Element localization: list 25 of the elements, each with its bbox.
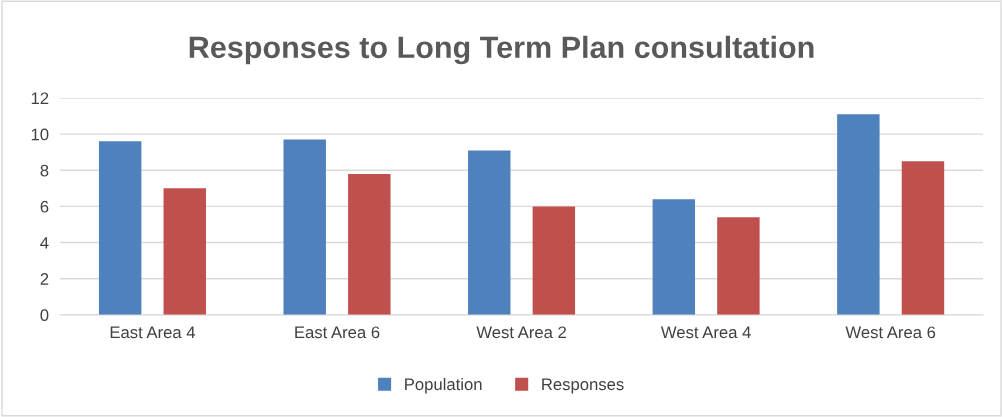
bar: [468, 150, 511, 315]
x-tick-label: West Area 2: [476, 326, 566, 339]
bar: [283, 139, 326, 315]
x-tick-label: East Area 6: [295, 326, 380, 339]
bar: [532, 206, 576, 315]
y-tick-label: 2: [40, 273, 49, 285]
legend-label: Population: [405, 377, 482, 394]
bar: [98, 141, 142, 315]
x-tick-label: West Area 6: [845, 326, 936, 339]
bar: [652, 199, 696, 315]
bar: [901, 161, 945, 315]
legend-label: Responses: [542, 378, 624, 394]
x-tick-label: East Area 4: [110, 326, 196, 339]
bar: [837, 114, 880, 315]
chart-title: Responses to Long Term Plan consultation: [189, 35, 814, 65]
y-tick-label: 0: [40, 309, 49, 322]
bar: [717, 217, 760, 315]
y-tick-label: 10: [31, 128, 49, 141]
y-tick-label: 12: [31, 92, 49, 105]
y-tick-label: 8: [40, 164, 49, 177]
y-tick-label: 6: [40, 200, 49, 213]
bar: [348, 173, 391, 315]
bar: [163, 188, 206, 315]
y-tick-label: 4: [40, 237, 49, 249]
x-tick-label: West Area 4: [660, 326, 751, 339]
